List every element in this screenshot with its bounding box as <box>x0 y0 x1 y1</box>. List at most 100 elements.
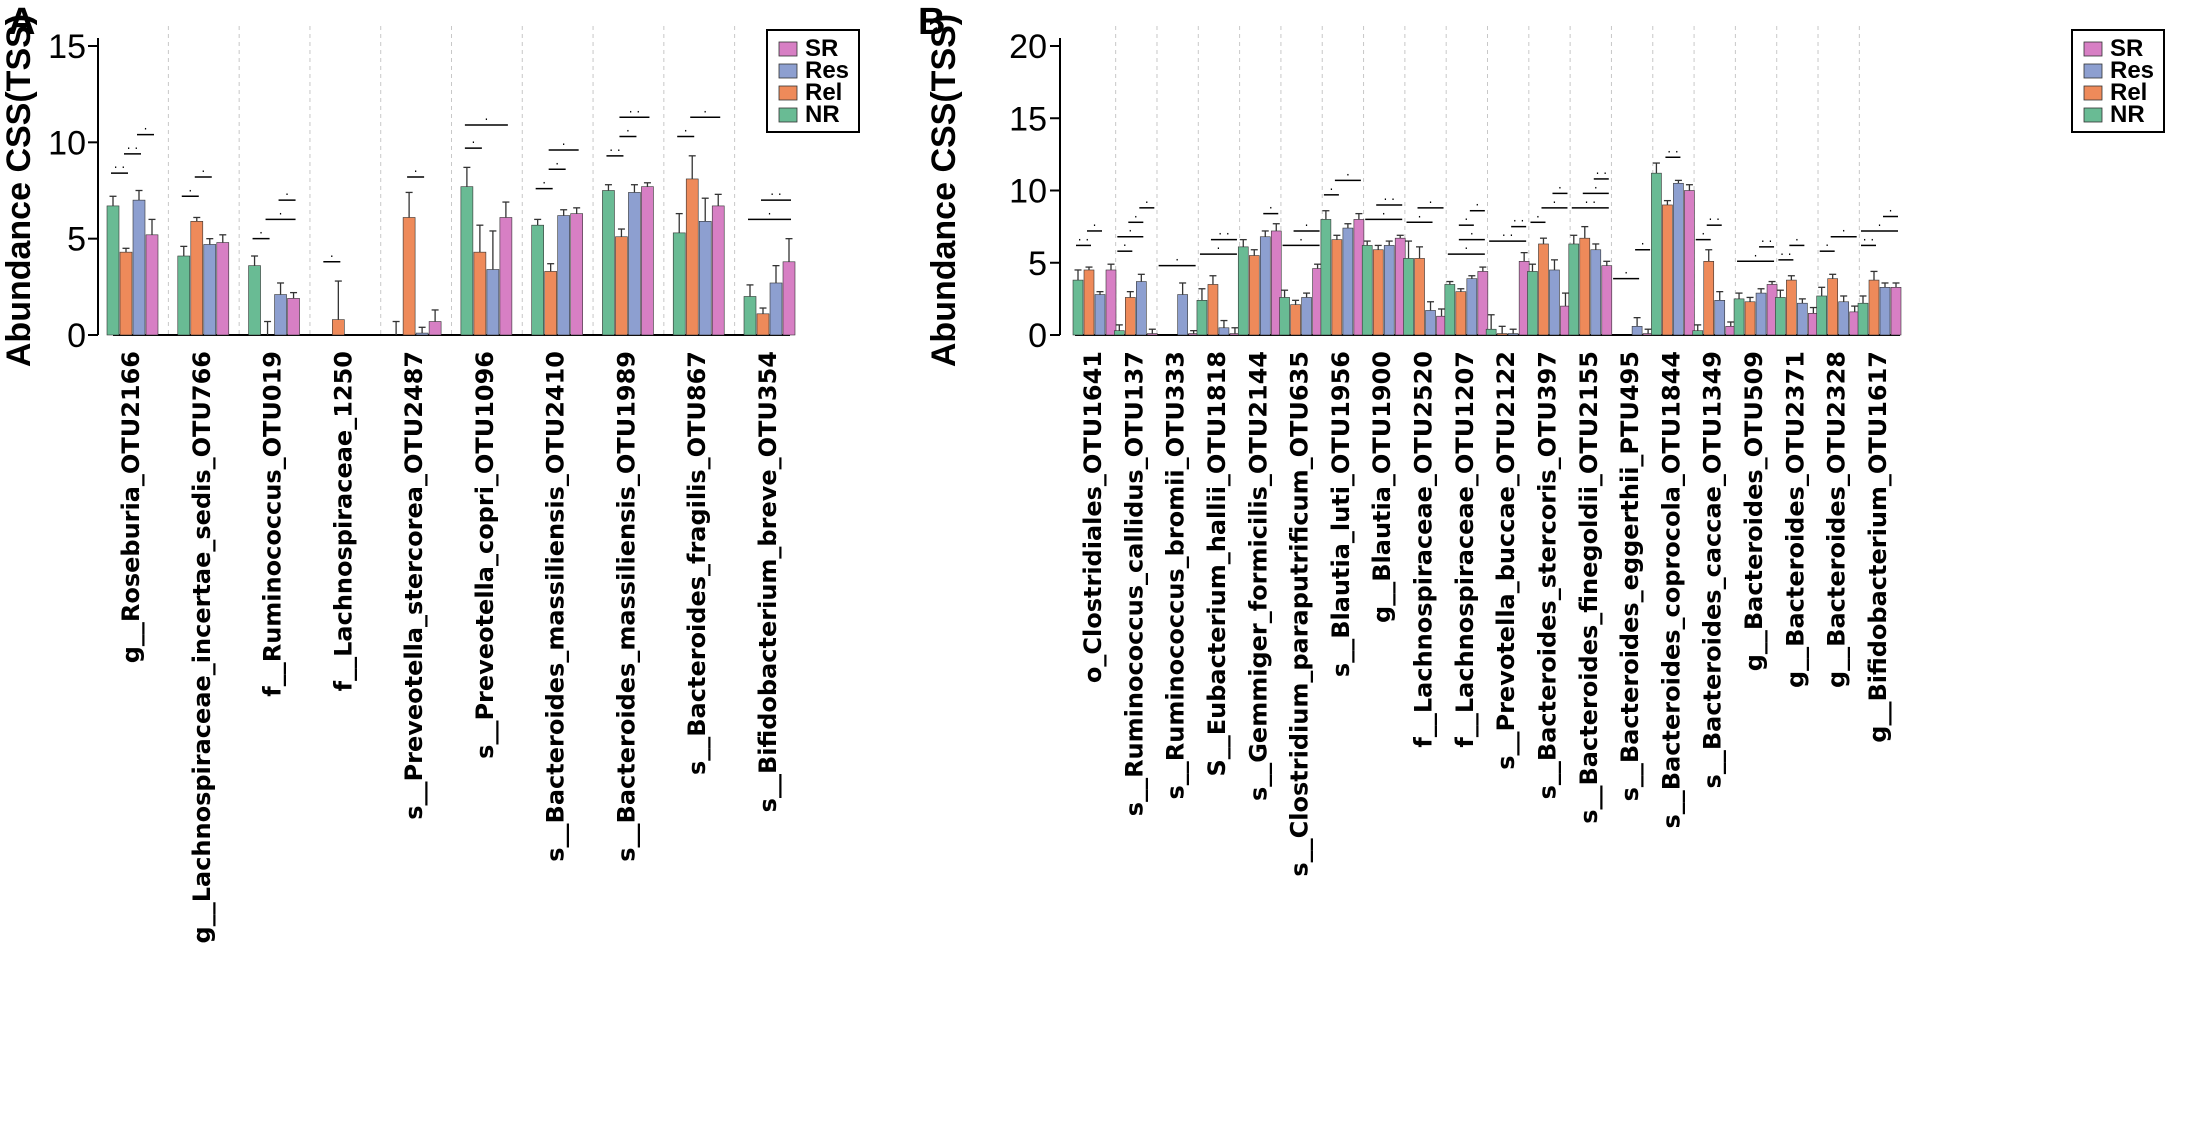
significance-mark: . <box>1754 245 1758 259</box>
x-tick-label: s__Gemmiger_formicilis_OTU2144 <box>1244 351 1272 801</box>
x-tick-label: g__Bacteroides_OTU509 <box>1740 351 1768 671</box>
panel-letter: B <box>918 1 945 43</box>
x-tick-label: g__Bifidobacterium_OTU1617 <box>1864 351 1892 743</box>
bar-nr <box>1114 330 1125 336</box>
significance-mark: . <box>626 121 630 135</box>
significance-mark: . <box>1299 229 1303 243</box>
bar-res <box>203 244 217 336</box>
legend-label: Rel <box>2110 79 2147 106</box>
significance-mark: . . <box>1078 229 1089 243</box>
bar-res <box>698 221 712 336</box>
significance-mark: . . <box>1667 141 1678 155</box>
significance-mark: . . <box>629 101 640 115</box>
bar-rel <box>685 178 699 336</box>
bar-res <box>769 282 783 336</box>
bar-res <box>1507 333 1519 336</box>
legend-label: SR <box>805 35 838 62</box>
x-tick-label: s__Prevotella_buccae_OTU2122 <box>1492 351 1520 770</box>
significance-mark: . . <box>770 184 781 198</box>
bar-sr <box>1147 333 1158 336</box>
bar-res <box>557 215 570 336</box>
significance-mark: . <box>1134 206 1138 220</box>
bar-res <box>1466 278 1478 336</box>
x-tick-label: f__Lachnospiraceae_1250 <box>329 351 357 691</box>
significance-mark: . <box>1382 203 1386 217</box>
significance-mark: . . <box>1513 211 1524 225</box>
x-tick-label: s__Bacteroides_caccae_OTU1349 <box>1699 351 1727 788</box>
significance-mark: . <box>188 180 192 194</box>
bar-rel <box>1538 243 1549 336</box>
legend-swatch-nr <box>778 107 798 123</box>
significance-mark: . . <box>1761 231 1772 245</box>
significance-mark: . <box>703 101 707 115</box>
bar-rel <box>1372 249 1384 336</box>
y-axis-label: Abundance CSS(TSS) <box>925 14 963 367</box>
bar-res <box>486 269 500 336</box>
bar-rel <box>190 221 204 336</box>
bar-res <box>1259 236 1271 336</box>
significance-mark: . <box>1842 221 1846 235</box>
significance-mark: . . <box>1780 244 1791 258</box>
significance-mark: . <box>285 184 289 198</box>
significance-mark: . <box>1475 195 1479 209</box>
x-tick-label: f__Lachnospiraceae_OTU1207 <box>1451 351 1479 748</box>
bar-rel <box>1083 269 1095 336</box>
bar-nr <box>106 205 120 336</box>
bar-res <box>1797 302 1808 336</box>
bar-rel <box>119 251 133 336</box>
bar-rel <box>1579 237 1591 336</box>
x-tick-label: S__Eubacterium_hallii_OTU1818 <box>1203 351 1231 777</box>
y-tick-label: 15 <box>48 28 86 66</box>
x-tick-label: o_Clostridiales_OTU1641 <box>1079 351 1107 683</box>
panel-letter: A <box>8 1 35 43</box>
significance-mark: . <box>330 246 334 260</box>
significance-mark: . <box>1175 250 1179 264</box>
significance-mark: . . <box>1596 163 1607 177</box>
bar-rel <box>1331 239 1343 336</box>
bar-nr <box>672 232 686 336</box>
bar-nr <box>1651 172 1662 336</box>
bar-res <box>1383 245 1395 336</box>
bar-nr <box>743 296 757 336</box>
x-tick-label: f__Lachnospiraceae_OTU2520 <box>1410 351 1438 748</box>
y-tick-label: 0 <box>1028 317 1047 355</box>
bar-res <box>1177 294 1188 336</box>
significance-mark: . <box>1329 179 1333 193</box>
y-axis-label: Abundance CSS(TSS) <box>0 14 38 367</box>
bar-nr <box>1568 243 1580 336</box>
bar-nr <box>460 186 474 336</box>
bar-res <box>1301 297 1312 336</box>
x-tick-label: s__Ruminococcus_callidus_OTU137 <box>1120 351 1148 816</box>
y-tick-label: 10 <box>48 124 86 162</box>
bar-nr <box>1320 219 1332 336</box>
significance-mark: . <box>279 203 283 217</box>
bar-rel <box>1496 333 1508 336</box>
bar-res <box>1631 326 1643 336</box>
y-tick-label: 15 <box>1009 100 1047 138</box>
bar-nr <box>1237 246 1249 336</box>
bar-nr <box>602 190 615 336</box>
significance-mark: . <box>542 173 546 187</box>
bar-sr <box>711 205 725 336</box>
x-tick-label: s__Bacteroides_massiliensis_OTU1989 <box>612 351 640 862</box>
x-tick-label: s__Bacteroides_massiliensis_OTU2410 <box>542 351 570 862</box>
x-tick-label: s__Bacteroides_fragilis_OTU867 <box>683 351 711 775</box>
significance-mark: . <box>1305 215 1309 229</box>
x-tick-label: g__Blautia_OTU1900 <box>1368 351 1396 623</box>
legend-swatch-sr <box>2083 41 2103 57</box>
significance-mark: . <box>1536 206 1540 220</box>
legend-label: NR <box>2110 101 2145 128</box>
significance-mark: . . <box>114 157 125 171</box>
bar-sr <box>145 234 159 336</box>
significance-mark: . . <box>1709 209 1720 223</box>
bar-rel <box>473 251 487 336</box>
significance-mark: . <box>1641 234 1645 248</box>
bar-res <box>1714 300 1726 336</box>
significance-mark: . <box>1878 215 1882 229</box>
significance-mark: . . <box>1502 225 1513 239</box>
bar-sr <box>428 321 442 336</box>
legend-label: Res <box>2110 57 2154 84</box>
